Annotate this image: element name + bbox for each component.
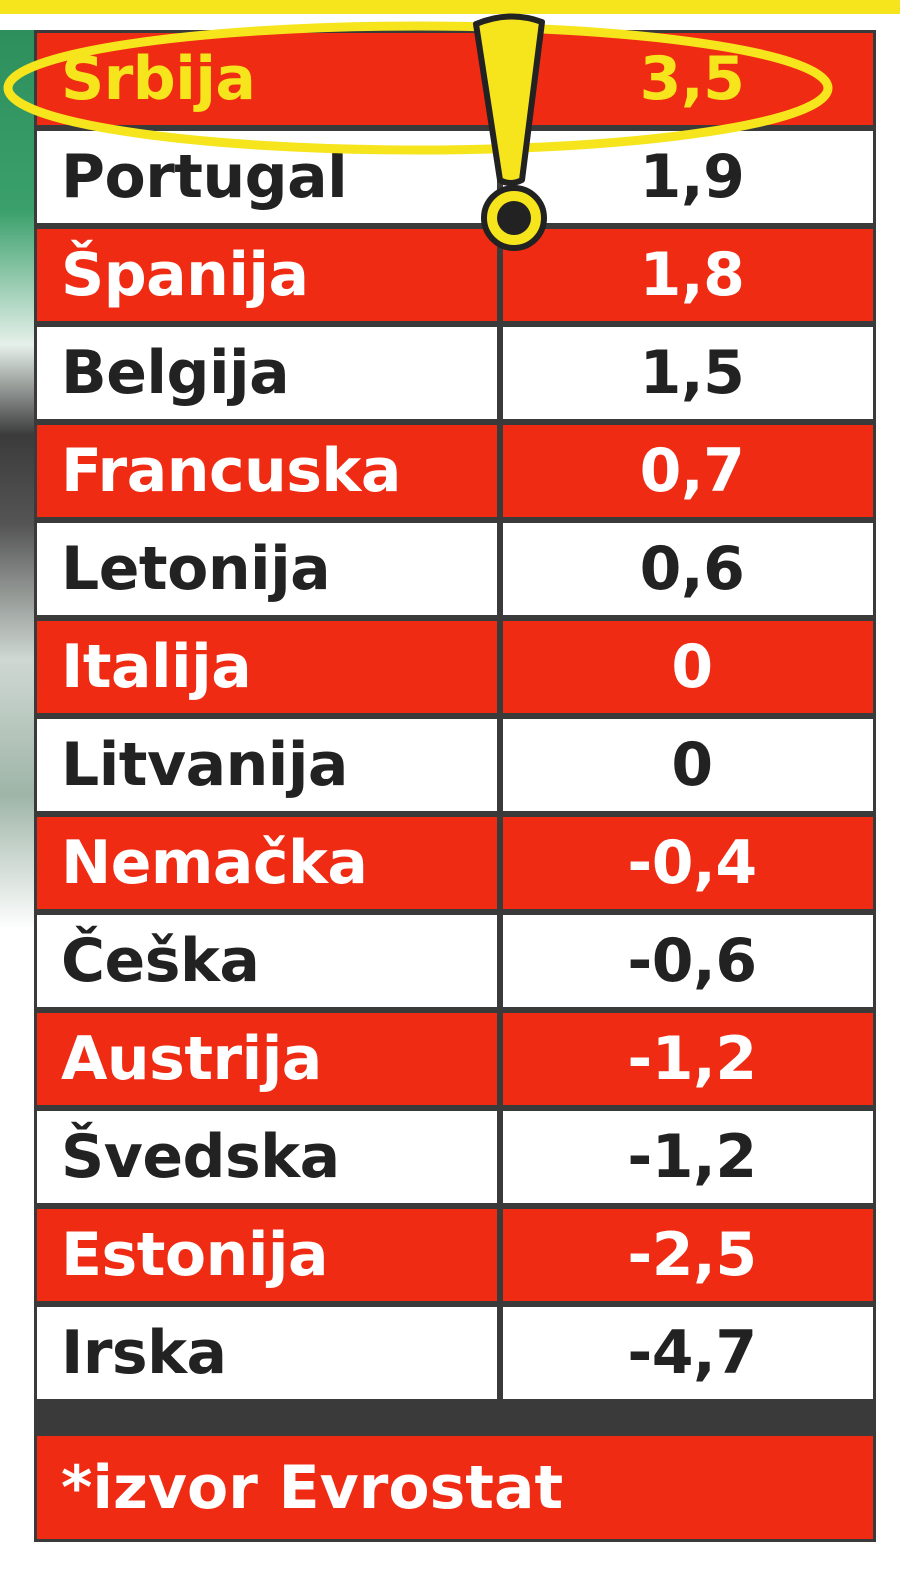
- table-row: Švedska -1,2: [37, 1111, 873, 1203]
- table-row: Belgija 1,5: [37, 327, 873, 419]
- value-cell: 0: [503, 621, 873, 713]
- background-photo: [0, 30, 40, 930]
- top-yellow-band: [0, 0, 900, 14]
- value-cell: -4,7: [503, 1307, 873, 1399]
- value-cell: 0,6: [503, 523, 873, 615]
- value-cell: -0,6: [503, 915, 873, 1007]
- country-cell: Švedska: [37, 1111, 497, 1203]
- table-row: Litvanija 0: [37, 719, 873, 811]
- table-row: Estonija -2,5: [37, 1209, 873, 1301]
- value-cell: 0,7: [503, 425, 873, 517]
- value-cell: 1,5: [503, 327, 873, 419]
- data-table: Srbija 3,5 Portugal 1,9 Španija 1,8 Belgija 1,5…: [34, 30, 876, 1542]
- highlight-ring-icon: [3, 21, 833, 155]
- value-cell: -1,2: [503, 1111, 873, 1203]
- value-cell: -0,4: [503, 817, 873, 909]
- table-row: Češka -0,6: [37, 915, 873, 1007]
- table-row: Austrija -1,2: [37, 1013, 873, 1105]
- value-cell: -1,2: [503, 1013, 873, 1105]
- country-cell: Španija: [37, 229, 497, 321]
- country-cell: Francuska: [37, 425, 497, 517]
- table-row: Francuska 0,7: [37, 425, 873, 517]
- table-row: Nemačka -0,4: [37, 817, 873, 909]
- table-row: Italija 0: [37, 621, 873, 713]
- country-cell: Letonija: [37, 523, 497, 615]
- country-cell: Litvanija: [37, 719, 497, 811]
- country-cell: Češka: [37, 915, 497, 1007]
- country-cell: Irska: [37, 1307, 497, 1399]
- source-note: *izvor Evrostat: [37, 1436, 873, 1539]
- country-cell: Nemačka: [37, 817, 497, 909]
- table-row: Španija 1,8: [37, 229, 873, 321]
- country-cell: Estonija: [37, 1209, 497, 1301]
- table-row: Letonija 0,6: [37, 523, 873, 615]
- table-row: Irska -4,7: [37, 1307, 873, 1399]
- exclamation-icon: [473, 13, 547, 251]
- value-cell: -2,5: [503, 1209, 873, 1301]
- country-cell: Italija: [37, 621, 497, 713]
- country-cell: Belgija: [37, 327, 497, 419]
- value-cell: 1,8: [503, 229, 873, 321]
- value-cell: 0: [503, 719, 873, 811]
- country-cell: Austrija: [37, 1013, 497, 1105]
